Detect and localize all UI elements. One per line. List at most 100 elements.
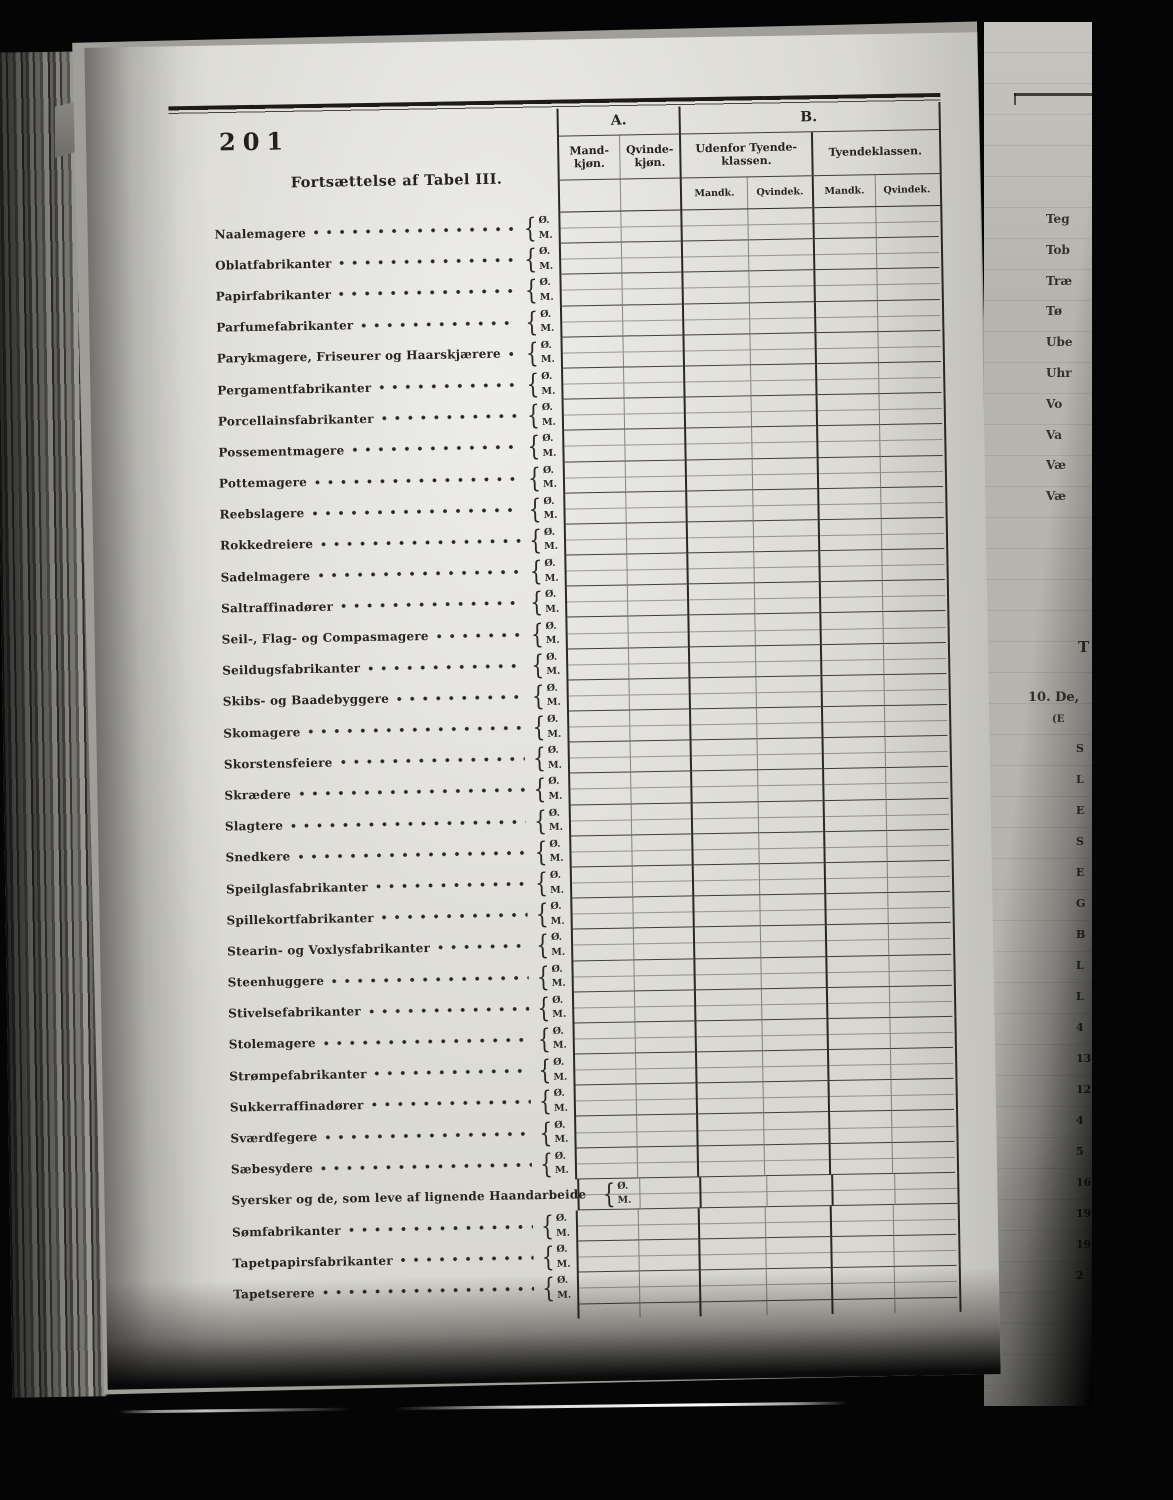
dotted-leader bbox=[323, 1037, 530, 1046]
row-sub-label: Ø. bbox=[538, 214, 550, 227]
row-sub-label: M. bbox=[553, 1071, 568, 1083]
dotted-leader bbox=[340, 756, 525, 765]
cell-tyende-mandk bbox=[826, 893, 889, 926]
cell-qvindekjon bbox=[637, 1145, 700, 1179]
cell-mandkjon bbox=[569, 710, 631, 743]
row-sub-label: M. bbox=[552, 1008, 567, 1021]
row-sub-label: Ø. bbox=[540, 308, 552, 320]
adjacent-column-fragment: L bbox=[1076, 990, 1084, 1003]
cell-tyende-qvindek bbox=[887, 860, 951, 894]
cell-mandkjon bbox=[561, 273, 624, 307]
row-sub-label: M. bbox=[550, 884, 565, 896]
occupation-label: Syersker og de, som leve af lignende Haa… bbox=[231, 1187, 587, 1208]
cell-mandkjon bbox=[571, 866, 634, 899]
dotted-leader bbox=[321, 538, 521, 547]
dotted-leader bbox=[381, 413, 519, 421]
dotted-leader bbox=[318, 569, 522, 579]
cell-mandkjon bbox=[578, 1240, 640, 1273]
cell-udenfor-qvindek bbox=[754, 582, 822, 615]
cell-tyende-mandk bbox=[824, 768, 887, 801]
tail-cell bbox=[767, 1299, 834, 1315]
cell-udenfor-qvindek bbox=[752, 426, 819, 459]
cell-tyende-qvindek bbox=[880, 424, 943, 457]
cell-tyende-mandk bbox=[819, 487, 882, 521]
dotted-leader bbox=[332, 974, 529, 984]
cell-udenfor-qvindek bbox=[759, 863, 827, 896]
row-sub-label: Ø. bbox=[549, 869, 562, 881]
cell-tyende-qvindek bbox=[880, 455, 944, 488]
header-sub-empty-a1 bbox=[559, 179, 622, 212]
cell-tyende-qvindek bbox=[886, 767, 949, 800]
row-sub-label: M. bbox=[545, 603, 560, 615]
cell-qvindekjon bbox=[630, 709, 692, 742]
header-section-b: B. bbox=[800, 109, 818, 126]
row-sub-labels: Ø. M. bbox=[538, 214, 559, 243]
cell-mandkjon bbox=[567, 616, 630, 650]
cell-qvindekjon bbox=[633, 896, 695, 929]
row-sub-label: Ø. bbox=[546, 651, 558, 663]
dotted-leader bbox=[315, 475, 520, 485]
occupation-label: Papirfabrikanter bbox=[215, 287, 332, 304]
cell-tyende-qvindek bbox=[877, 268, 940, 301]
cell-udenfor-qvindek bbox=[764, 1112, 831, 1145]
row-sub-labels: Ø. M. bbox=[554, 1118, 575, 1147]
dotted-leader bbox=[352, 444, 520, 453]
cell-udenfor-mandk bbox=[700, 1238, 767, 1271]
cell-qvindekjon bbox=[637, 1114, 699, 1148]
header-band-groups: Mand-kjøn. Qvinde-kjøn. Udenfor Tyende-k… bbox=[558, 129, 940, 181]
row-sub-label: M. bbox=[539, 260, 554, 272]
occupation-label: Snedkere bbox=[225, 849, 291, 865]
occupation-label: Seil-, Flag- og Compasmagere bbox=[221, 629, 429, 647]
row-sub-labels: Ø. M. bbox=[541, 338, 562, 367]
tail-cell bbox=[579, 1302, 641, 1319]
dotted-leader bbox=[321, 1161, 532, 1171]
row-sub-labels: Ø. M. bbox=[547, 681, 568, 710]
row-brace: { bbox=[536, 992, 551, 1024]
cell-qvindekjon bbox=[623, 304, 685, 337]
cell-tyende-qvindek bbox=[894, 1235, 957, 1268]
cell-mandkjon bbox=[563, 398, 626, 431]
cell-udenfor-qvindek bbox=[760, 894, 827, 927]
occupation-label: Stolemagere bbox=[228, 1036, 316, 1052]
dotted-leader bbox=[308, 725, 525, 735]
row-sub-label: M. bbox=[538, 229, 553, 241]
cell-tyende-mandk bbox=[823, 706, 886, 739]
row-sub-label: M. bbox=[551, 946, 566, 958]
cell-qvindekjon bbox=[628, 615, 690, 649]
row-sub-labels: Ø. M. bbox=[550, 900, 571, 929]
cell-tyende-qvindek bbox=[894, 1266, 958, 1299]
adjacent-column-fragment: 19 bbox=[1076, 1238, 1092, 1251]
cell-udenfor-mandk bbox=[690, 677, 758, 710]
row-brace: { bbox=[526, 369, 540, 401]
cell-tyende-qvindek bbox=[889, 954, 952, 987]
occupation-label: Sømfabrikanter bbox=[231, 1223, 341, 1240]
cell-udenfor-mandk bbox=[682, 240, 750, 273]
adjacent-label-fragment: Va bbox=[1046, 427, 1062, 442]
row-sub-label: Ø. bbox=[553, 1056, 565, 1069]
adjacent-column-fragment: S bbox=[1076, 835, 1084, 848]
cell-udenfor-qvindek bbox=[759, 831, 826, 865]
dotted-leader bbox=[348, 1224, 533, 1233]
row-sub-label: M. bbox=[543, 509, 558, 522]
dotted-leader bbox=[291, 818, 526, 829]
cell-udenfor-mandk bbox=[688, 552, 755, 585]
occupation-label: Naalemagere bbox=[214, 225, 307, 242]
cell-udenfor-mandk bbox=[698, 1113, 765, 1146]
occupation-label: Rokkedreiere bbox=[219, 537, 314, 554]
cell-mandkjon bbox=[569, 741, 632, 774]
cell-udenfor-qvindek bbox=[757, 738, 825, 771]
cell-udenfor-qvindek bbox=[753, 520, 821, 553]
row-sub-label: M. bbox=[556, 1227, 571, 1239]
row-sub-label: M. bbox=[544, 541, 559, 553]
row-sub-labels: Ø. M. bbox=[551, 931, 572, 960]
cell-udenfor-mandk bbox=[686, 427, 753, 460]
cell-qvindekjon bbox=[631, 771, 693, 805]
cell-mandkjon bbox=[570, 772, 632, 806]
adjacent-fragment-section: 10. De, bbox=[1028, 690, 1080, 705]
cell-tyende-qvindek bbox=[886, 798, 950, 831]
cell-qvindekjon bbox=[625, 428, 687, 462]
dotted-leader bbox=[361, 320, 518, 328]
cell-udenfor-mandk bbox=[682, 209, 749, 242]
occupation-label: Reebslagere bbox=[219, 506, 305, 522]
tail-cell bbox=[640, 1301, 702, 1317]
